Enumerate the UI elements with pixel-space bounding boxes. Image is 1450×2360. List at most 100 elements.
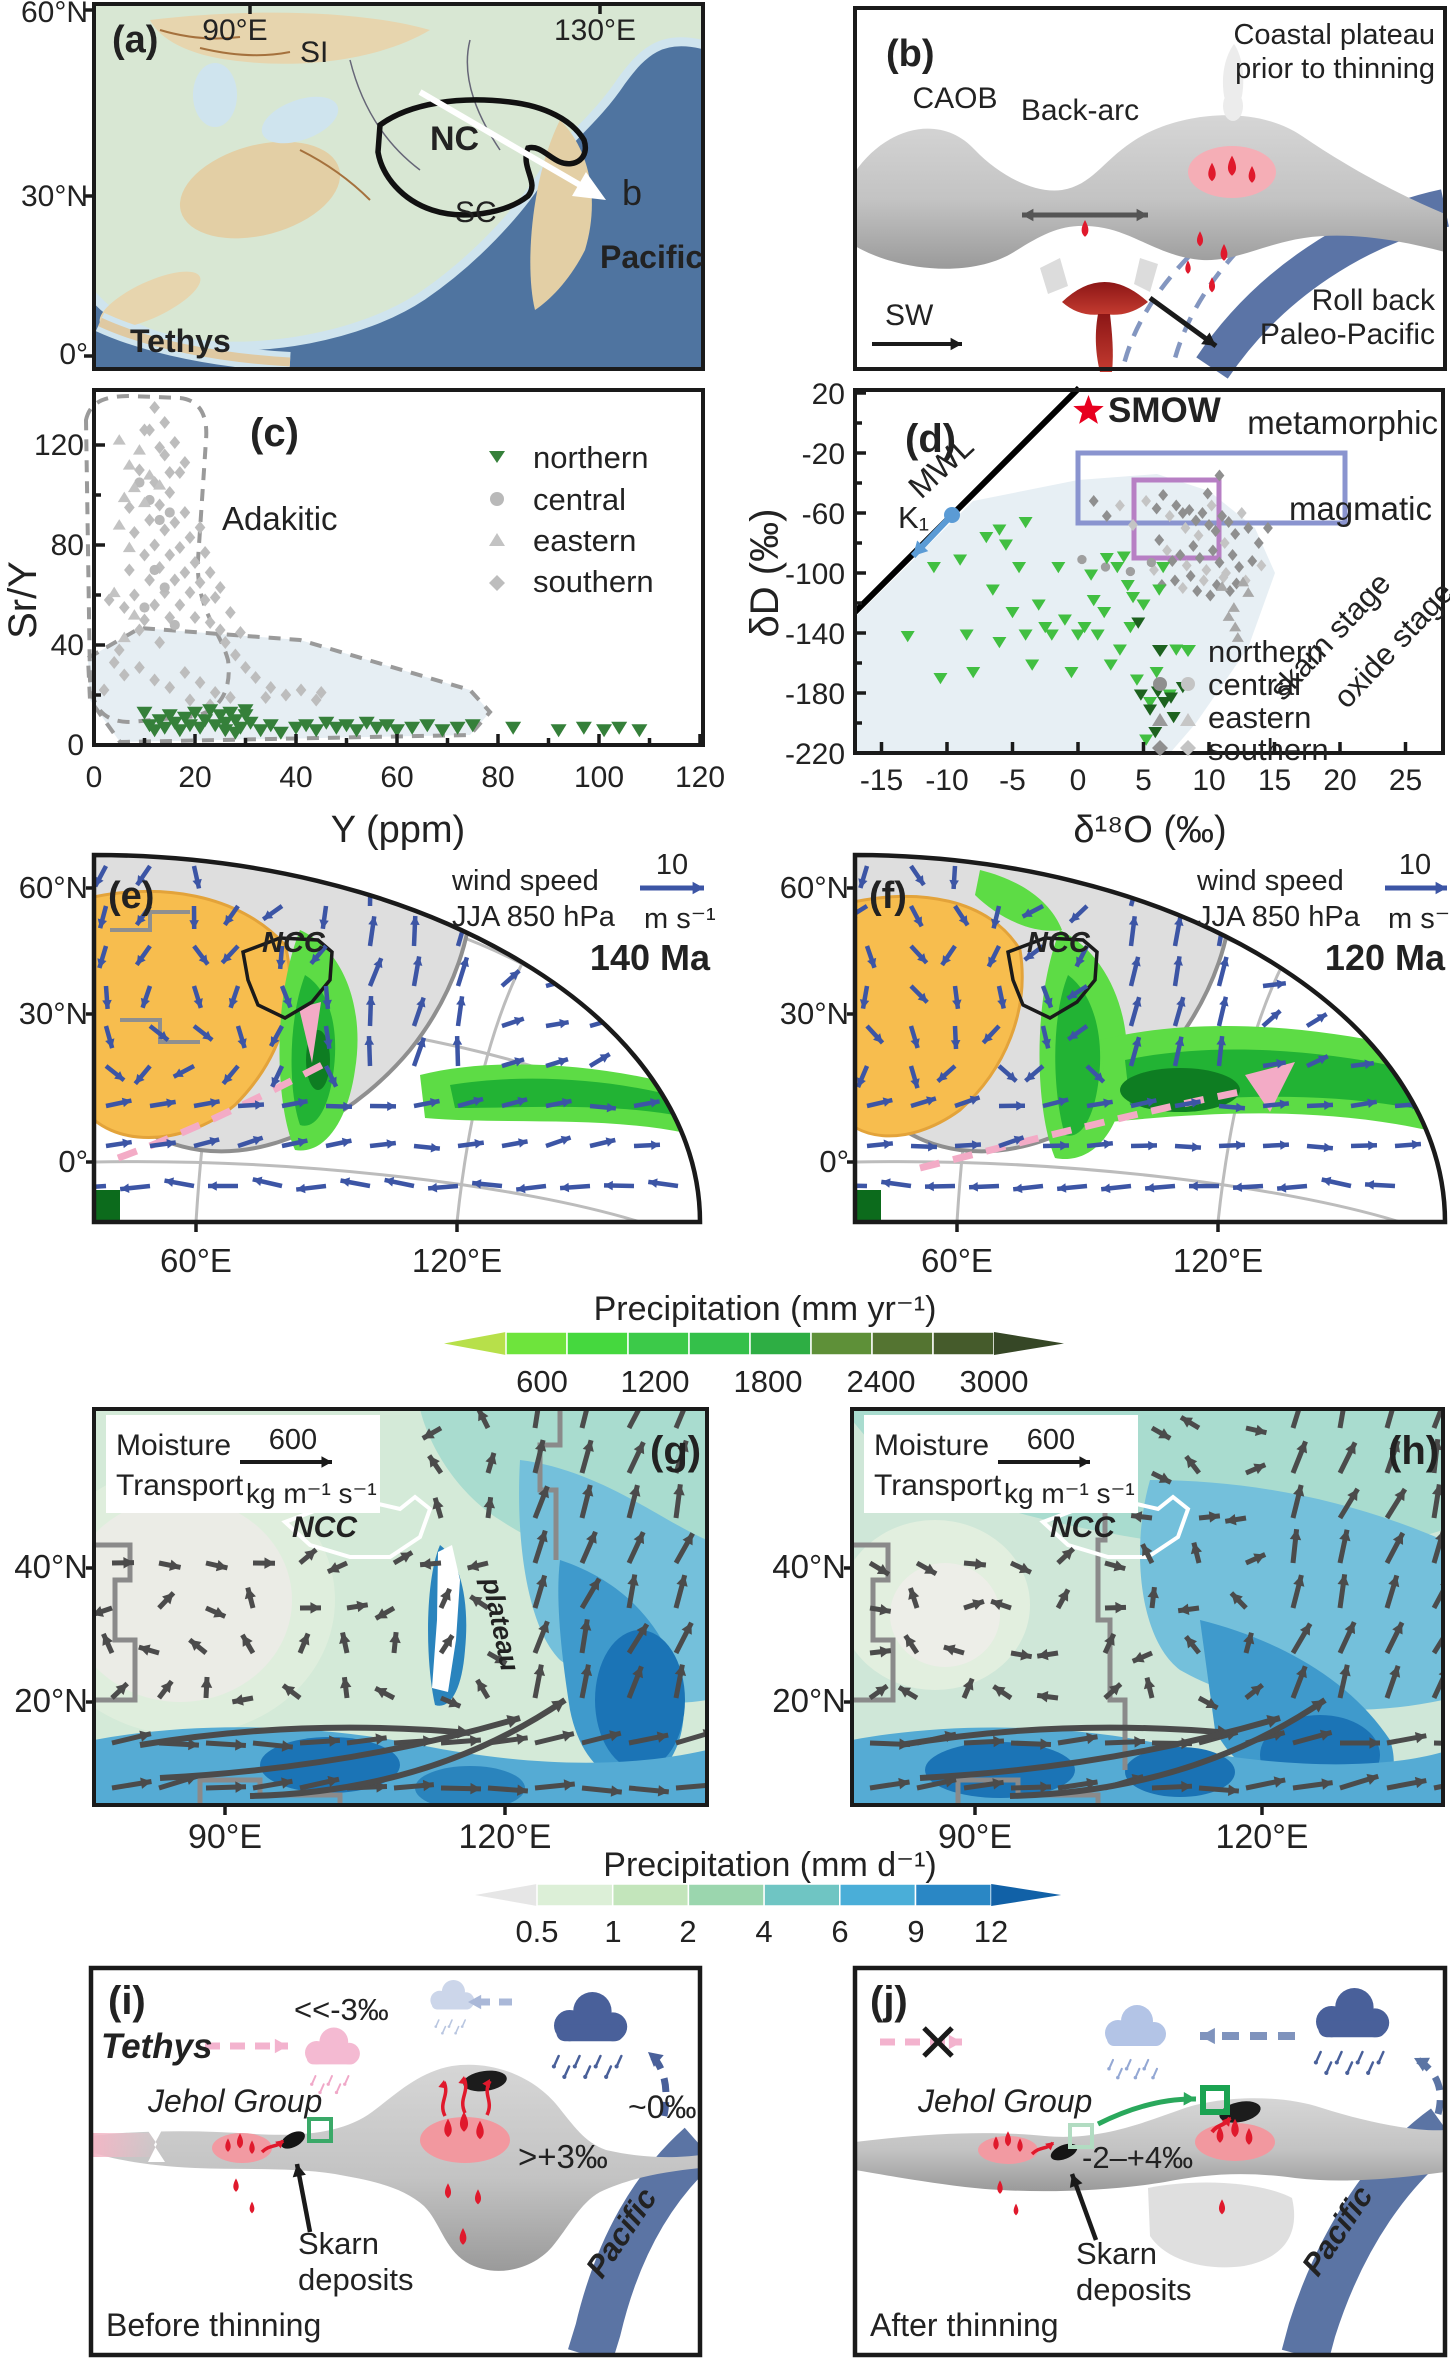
moisture-arrow-head xyxy=(1132,1651,1145,1663)
moisture-arrow-head xyxy=(1158,1472,1171,1483)
marker-triangle-down xyxy=(227,714,244,728)
moisture-arrow-head xyxy=(629,1485,641,1497)
tethys-signature-label: <<-3‰ xyxy=(294,1992,389,2027)
windspeed-scale: 10 xyxy=(1399,849,1431,881)
fluid-field-shading xyxy=(855,474,1275,753)
marker-triangle-up xyxy=(132,444,146,455)
wind-arrow-head xyxy=(114,1071,125,1081)
moisture-arrow-head xyxy=(538,1621,549,1634)
moisture-arrow xyxy=(626,1409,642,1430)
marker-diamond xyxy=(1167,555,1178,567)
moisture-arrow-head xyxy=(1180,1417,1193,1428)
moisture-arrow-head xyxy=(656,1731,669,1743)
moisture-arrow-head xyxy=(470,1782,481,1795)
marker-diamond xyxy=(209,591,221,604)
marker-diamond xyxy=(1194,552,1205,564)
marker-diamond xyxy=(149,673,160,687)
y-tick-label: -220 xyxy=(785,738,845,771)
marker-diamond xyxy=(1214,556,1225,569)
marker-diamond xyxy=(1198,574,1209,587)
wind-arrow-head xyxy=(473,1096,484,1106)
marker-diamond xyxy=(174,466,186,479)
wind-arrow-head xyxy=(1132,1037,1142,1047)
wind-arrow-head xyxy=(1146,1097,1157,1107)
wind-arrow-head xyxy=(416,1037,426,1048)
marker-triangle-down xyxy=(1057,614,1072,626)
panel-g-moisture-map: Moisture Transport 600 kg m⁻¹ s⁻¹ (g) NC… xyxy=(14,1395,709,1856)
wind-arrow-head xyxy=(1411,1139,1421,1150)
arrow-head xyxy=(648,2052,664,2067)
moisture-arrow-head xyxy=(676,1575,688,1587)
moisture-arrow-head xyxy=(1347,1488,1358,1501)
wind-arrow-head xyxy=(208,1181,217,1191)
panel-h-moisture-map: Moisture Transport 600 kg m⁻¹ s⁻¹ (h) NC… xyxy=(772,1407,1445,1856)
marker-diamond xyxy=(1227,549,1238,561)
moisture-arrow-head xyxy=(1208,1511,1220,1523)
marker-triangle-down xyxy=(378,719,395,733)
moisture-arrow-head xyxy=(674,1664,687,1677)
moisture-arrow-head xyxy=(627,1574,639,1586)
wind-arrow-head xyxy=(252,1176,263,1186)
marker-triangle-down xyxy=(308,724,325,738)
marker-diamond xyxy=(1206,499,1217,512)
marker-triangle-down xyxy=(1018,629,1033,641)
panel-c-tag: (c) xyxy=(250,411,299,455)
lat-label: 30°N xyxy=(19,996,88,1031)
moisture-arrow-head xyxy=(1414,1776,1427,1789)
moisture-arrow xyxy=(675,1731,707,1746)
magma-drop xyxy=(236,2133,244,2149)
y-tick-label: 120 xyxy=(34,429,84,462)
wind-arrow-head xyxy=(560,1135,571,1145)
wind-arrow-head xyxy=(173,1068,184,1077)
ncc-craton-outline xyxy=(375,97,589,218)
moisture-arrow-head xyxy=(441,1635,453,1648)
moisture-arrow-head xyxy=(422,1428,435,1439)
moisture-arrow-head xyxy=(582,1395,593,1407)
moisture-arrow-head xyxy=(1037,1690,1049,1703)
marker-triangle-down xyxy=(171,724,188,738)
tethys-rain-cloud xyxy=(305,2027,360,2065)
marker-triangle-down xyxy=(1139,734,1154,746)
wind-arrow-head xyxy=(650,1098,660,1108)
extension-arrow-head xyxy=(1136,208,1148,222)
wind-arrow-head xyxy=(1324,1100,1333,1111)
marker-diamond xyxy=(235,626,246,639)
wind-arrow-head xyxy=(1132,997,1142,1007)
wind-arrow-head xyxy=(873,1033,883,1043)
wind-arrow-head xyxy=(76,1183,85,1193)
wind-arrow-head xyxy=(858,878,868,889)
moisture-arrow-head xyxy=(1392,1532,1404,1545)
lon-label: 120°E xyxy=(412,1242,502,1279)
skarn-pointer-arrow-head xyxy=(1069,2174,1083,2188)
wind-arrow-head xyxy=(517,1096,528,1107)
wind-arrow-head xyxy=(209,1137,220,1147)
marker-triangle-down xyxy=(389,724,405,738)
panel-a-tag: (a) xyxy=(112,19,158,61)
marker-diamond xyxy=(1164,510,1175,522)
panel-e-tag: (e) xyxy=(108,875,154,917)
marker-triangle-up xyxy=(107,586,121,598)
marker-diamond xyxy=(199,593,211,607)
moisture-arrow-head xyxy=(469,1735,481,1747)
moisture-arrow xyxy=(1384,1409,1396,1429)
low-sry-field-outline xyxy=(85,625,493,745)
colorbar-tick-label: 0.5 xyxy=(515,1914,558,1949)
marker-diamond xyxy=(1225,585,1235,597)
magma-chamber-plateau xyxy=(420,2117,510,2163)
precip-band-core xyxy=(1055,975,1101,1136)
marker-circle xyxy=(1100,562,1111,572)
moisture-arrow-head xyxy=(422,1779,434,1792)
skarn-deposits-label: Skarn xyxy=(298,2226,379,2261)
marker-triangle-down xyxy=(966,666,981,679)
wind-arrow-head xyxy=(937,1071,948,1082)
marker-triangle-down xyxy=(1156,561,1171,574)
marker-triangle-up xyxy=(153,479,167,490)
lat-label: 0° xyxy=(58,1144,88,1179)
legend-central: central xyxy=(1208,667,1301,702)
marker-diamond xyxy=(194,576,206,589)
panel-b-border xyxy=(853,6,1447,371)
marker-triangle-down xyxy=(1152,584,1167,596)
marker-diamond xyxy=(169,436,181,449)
y-tick-label: 80 xyxy=(51,529,84,562)
